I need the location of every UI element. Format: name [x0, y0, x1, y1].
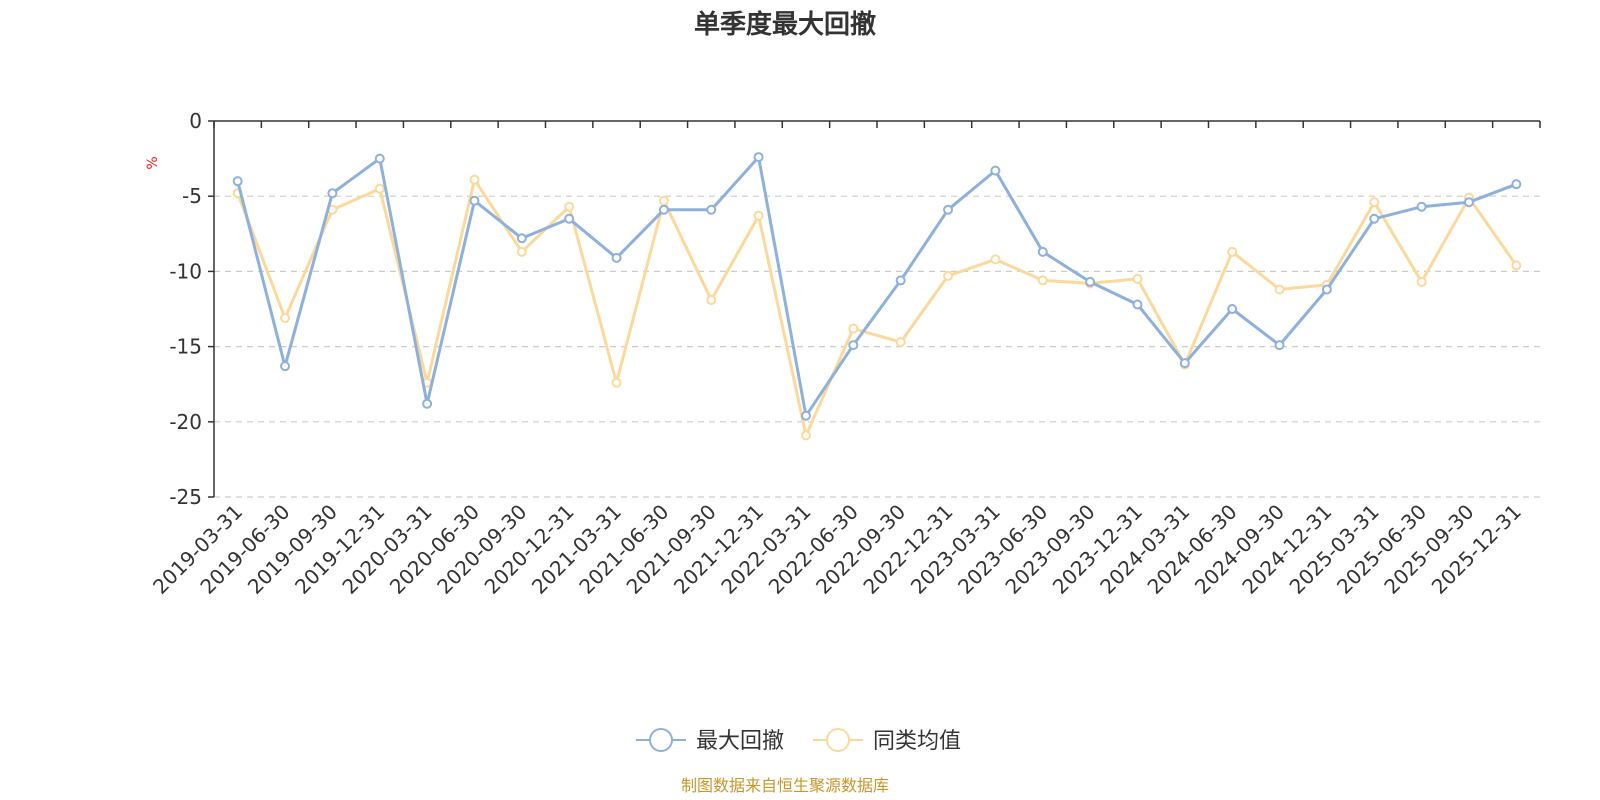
- axes: 0-5-10-15-20-252019-03-312019-06-302019-…: [148, 109, 1541, 599]
- data-point: [232, 176, 243, 187]
- data-point: [1274, 284, 1285, 295]
- data-point: [658, 195, 669, 206]
- data-point: [1369, 197, 1380, 208]
- data-point: [1037, 246, 1048, 257]
- data-point: [469, 195, 480, 206]
- data-point: [990, 254, 1001, 265]
- data-point: [848, 340, 859, 351]
- data-point: [895, 275, 906, 286]
- data-point: [280, 313, 291, 324]
- data-point: [706, 294, 717, 305]
- data-point: [1416, 201, 1427, 212]
- y-tick-label: -25: [169, 485, 202, 509]
- y-tick-label: -20: [169, 410, 202, 434]
- series-0: [232, 152, 1522, 421]
- y-tick-label: 0: [189, 109, 202, 133]
- data-point: [422, 398, 433, 409]
- legend-swatch-marker: [649, 728, 673, 752]
- data-point: [895, 337, 906, 348]
- data-point: [516, 233, 527, 244]
- data-point: [1511, 179, 1522, 190]
- legend-label: 最大回撤: [696, 729, 784, 754]
- grid-lines: [214, 195, 1540, 498]
- y-tick-label: -15: [169, 335, 202, 359]
- y-axis-unit: %: [145, 156, 161, 169]
- data-point: [706, 204, 717, 215]
- data-point: [1369, 213, 1380, 224]
- data-point: [1463, 197, 1474, 208]
- data-point: [1416, 276, 1427, 287]
- data-point: [374, 153, 385, 164]
- data-point: [943, 204, 954, 215]
- data-point: [564, 213, 575, 224]
- series-line: [236, 155, 1518, 418]
- y-tick-label: -10: [169, 259, 202, 283]
- data-point: [1037, 275, 1048, 286]
- series-line: [236, 178, 1518, 437]
- data-point: [516, 246, 527, 257]
- data-point: [469, 174, 480, 185]
- data-point: [990, 165, 1001, 176]
- source-note: 制图数据来自恒生聚源数据库: [681, 776, 889, 795]
- data-point: [611, 377, 622, 388]
- data-point: [1132, 273, 1143, 284]
- legend-label: 同类均值: [873, 729, 961, 754]
- data-point: [1321, 284, 1332, 295]
- legend: 最大回撤 同类均值: [636, 728, 961, 754]
- data-point: [327, 188, 338, 199]
- legend-swatch-marker: [826, 728, 850, 752]
- data-point: [1274, 340, 1285, 351]
- series-lines: [232, 152, 1522, 441]
- data-point: [564, 201, 575, 212]
- data-point: [848, 323, 859, 334]
- data-point: [280, 361, 291, 372]
- data-point: [753, 210, 764, 221]
- data-point: [1085, 276, 1096, 287]
- data-point: [943, 270, 954, 281]
- data-point: [1227, 304, 1238, 314]
- data-point: [1227, 246, 1238, 257]
- data-point: [800, 410, 811, 421]
- data-point: [374, 183, 385, 194]
- data-point: [658, 204, 669, 215]
- data-point: [753, 152, 764, 163]
- chart-title: 单季度最大回撤: [694, 9, 876, 40]
- data-point: [1132, 299, 1143, 310]
- data-point: [800, 430, 811, 441]
- data-point: [1511, 260, 1522, 271]
- data-point: [1179, 358, 1190, 369]
- y-tick-label: -5: [182, 184, 202, 208]
- data-point: [611, 252, 622, 263]
